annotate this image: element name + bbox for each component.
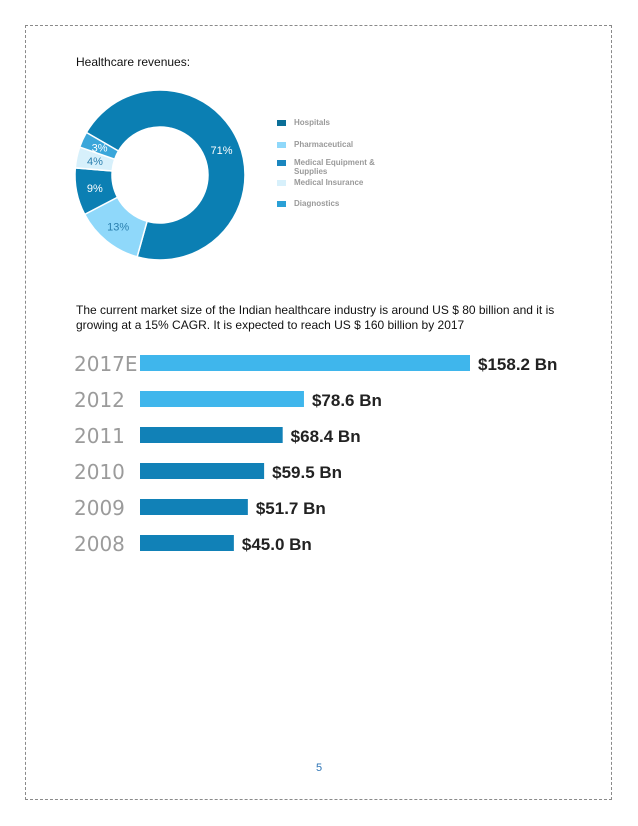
legend-item-medical-equipment: Medical Equipment & Supplies [277,158,402,176]
bar-2010 [140,463,265,479]
donut-slice-diagnostics [78,131,120,161]
bar-2017e [140,355,470,371]
donut-slice-hospitals [85,89,246,261]
legend-item-hospitals: Hospitals [277,118,417,127]
bar-value-label: $158.2 Bn [478,355,557,374]
bar-category-label: 2011 [74,424,125,448]
section-heading: Healthcare revenues: [76,55,191,69]
legend-label: Medical Equipment & Supplies [294,158,375,176]
bar-value-label: $78.6 Bn [312,391,382,410]
bar-category-label: 2017E [74,352,138,376]
bar-category-label: 2008 [74,532,125,556]
market-size-paragraph: The current market size of the Indian he… [76,303,555,332]
bar-value-label: $51.7 Bn [256,499,326,518]
bar-value-label: $45.0 Bn [242,535,312,554]
legend-label: Pharmaceutical [294,140,354,149]
bar-2008 [140,535,234,551]
donut-slice-label: 4% [87,156,103,168]
legend-swatch [277,120,286,126]
donut-slice-label: 13% [107,222,129,234]
donut-slice-label: 3% [92,142,108,154]
bar-value-label: $68.4 Bn [291,427,361,446]
legend-label: Medical Insurance [294,178,364,187]
bar-category-label: 2009 [74,496,125,520]
legend-swatch [277,180,286,186]
bar-category-label: 2010 [74,460,125,484]
legend-item-medical-insurance: Medical Insurance [277,178,417,187]
bar-value-label: $59.5 Bn [272,463,342,482]
donut-slice-label: 9% [87,183,103,195]
legend-item-diagnostics: Diagnostics [277,199,417,208]
legend-label: Hospitals [294,118,331,127]
legend-swatch [277,160,286,166]
donut-chart: 71% 13% 9% 4% 3% [70,80,260,275]
bar-2009 [140,499,248,515]
legend-swatch [277,201,286,207]
bar-category-label: 2012 [74,388,125,412]
bar-chart: 2017E $158.2 Bn 2012 $78.6 Bn 2011 $68.4 Bn 20… [70,345,590,570]
legend-swatch [277,142,286,148]
page-number: 5 [315,762,323,774]
donut-slice-label: 71% [211,145,233,157]
legend-item-pharmaceutical: Pharmaceutical [277,140,417,149]
page-border [25,25,612,800]
legend-label: Diagnostics [294,199,340,208]
bar-2012 [140,391,304,407]
bar-2011 [140,427,283,443]
